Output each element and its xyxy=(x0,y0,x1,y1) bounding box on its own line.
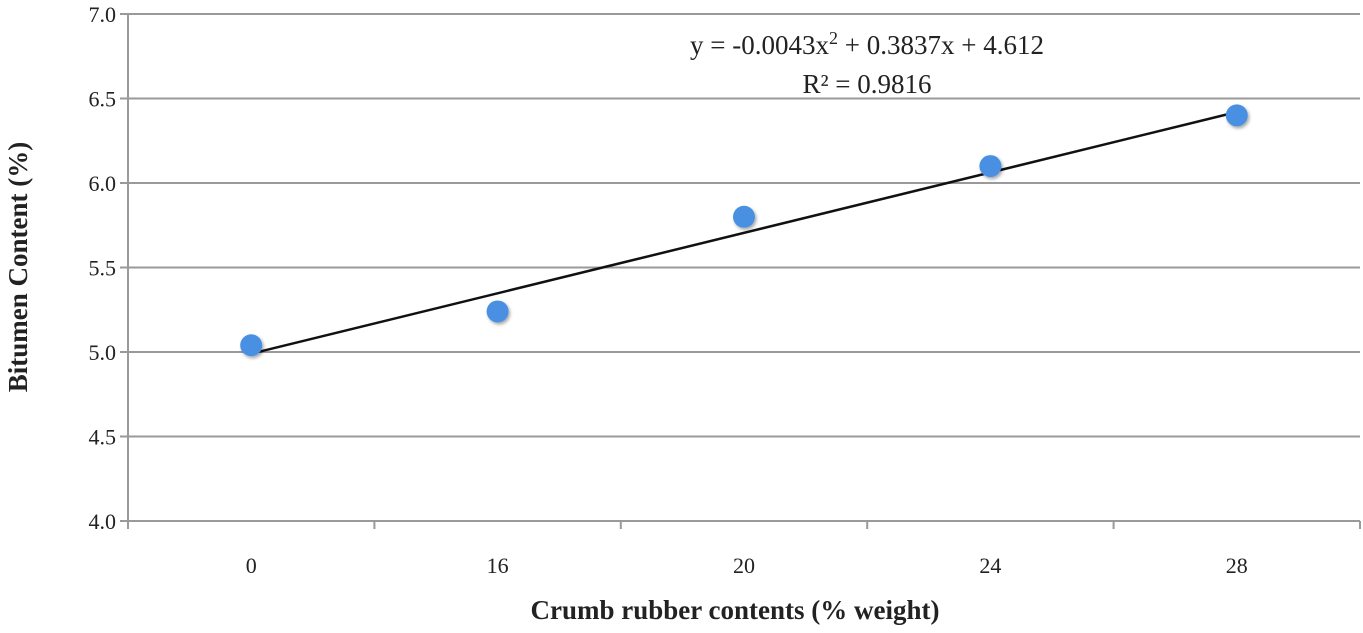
r-squared-label: R² = 0.9816 xyxy=(802,69,931,99)
x-tick-label: 20 xyxy=(733,553,755,578)
y-tick-labels: 4.0 4.5 5.0 5.5 6.0 6.5 7.0 xyxy=(89,2,117,534)
data-point xyxy=(486,300,509,323)
y-tick-label: 5.5 xyxy=(89,256,117,281)
trendline xyxy=(250,110,1238,355)
gridlines xyxy=(128,13,1360,438)
x-tick-label: 16 xyxy=(487,553,509,578)
x-tick-label: 0 xyxy=(246,553,257,578)
axes xyxy=(120,13,1361,529)
x-tick-label: 28 xyxy=(1226,553,1248,578)
y-axis-title: Bitumen Content (%) xyxy=(3,142,33,393)
data-point xyxy=(240,334,263,357)
y-tick-label: 5.0 xyxy=(89,340,117,365)
x-axis-title: Crumb rubber contents (% weight) xyxy=(531,595,940,625)
data-point xyxy=(979,155,1002,178)
trendline-group xyxy=(250,110,1238,355)
y-tick-label: 4.0 xyxy=(89,509,117,534)
y-tick-label: 4.5 xyxy=(89,425,117,450)
y-tick-label: 6.0 xyxy=(89,171,117,196)
data-points xyxy=(240,104,1248,357)
trendline-equation: y = -0.0043x2 + 0.3837x + 4.612 xyxy=(690,28,1044,60)
x-tick-labels: 0 16 20 24 28 xyxy=(246,553,1248,578)
data-point xyxy=(733,205,755,228)
data-point xyxy=(1225,104,1248,127)
y-tick-label: 7.0 xyxy=(89,2,117,27)
y-tick-label: 6.5 xyxy=(89,87,117,112)
x-tick-label: 24 xyxy=(979,553,1001,578)
